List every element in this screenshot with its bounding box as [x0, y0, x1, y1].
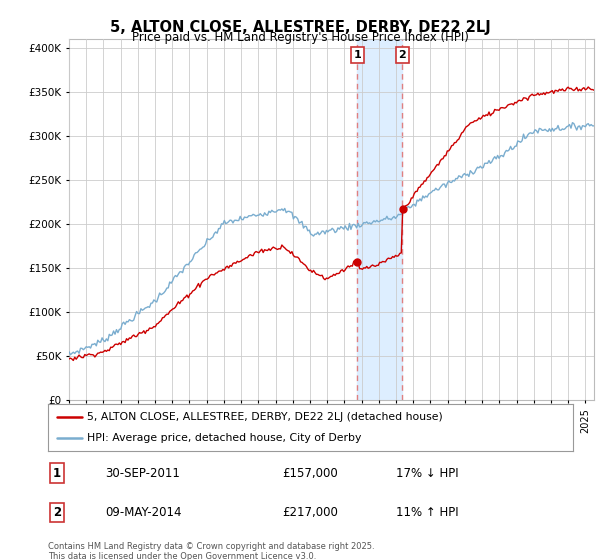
Text: 2: 2	[53, 506, 61, 519]
Text: 1: 1	[353, 50, 361, 60]
Text: 09-MAY-2014: 09-MAY-2014	[105, 506, 182, 519]
Bar	[358, 39, 402, 400]
Text: 5, ALTON CLOSE, ALLESTREE, DERBY, DE22 2LJ (detached house): 5, ALTON CLOSE, ALLESTREE, DERBY, DE22 2…	[88, 412, 443, 422]
Text: 17% ↓ HPI: 17% ↓ HPI	[396, 466, 458, 480]
Text: 30-SEP-2011: 30-SEP-2011	[105, 466, 180, 480]
Text: 2: 2	[398, 50, 406, 60]
Text: Price paid vs. HM Land Registry's House Price Index (HPI): Price paid vs. HM Land Registry's House …	[131, 31, 469, 44]
Text: 5, ALTON CLOSE, ALLESTREE, DERBY, DE22 2LJ: 5, ALTON CLOSE, ALLESTREE, DERBY, DE22 2…	[110, 20, 490, 35]
Text: 1: 1	[53, 466, 61, 480]
Text: £217,000: £217,000	[282, 506, 338, 519]
Text: 11% ↑ HPI: 11% ↑ HPI	[396, 506, 458, 519]
Text: £157,000: £157,000	[282, 466, 338, 480]
Text: HPI: Average price, detached house, City of Derby: HPI: Average price, detached house, City…	[88, 433, 362, 444]
Text: Contains HM Land Registry data © Crown copyright and database right 2025.
This d: Contains HM Land Registry data © Crown c…	[48, 542, 374, 560]
